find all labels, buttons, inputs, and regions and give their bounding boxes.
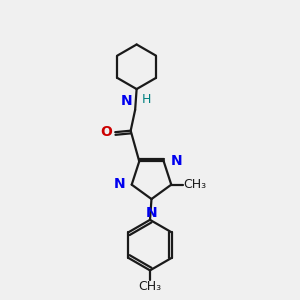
Text: H: H (142, 93, 151, 106)
Text: N: N (121, 94, 133, 108)
Text: CH₃: CH₃ (183, 178, 206, 191)
Text: N: N (146, 206, 157, 220)
Text: O: O (100, 125, 112, 139)
Text: N: N (113, 177, 125, 191)
Text: CH₃: CH₃ (138, 280, 162, 293)
Text: N: N (170, 154, 182, 168)
